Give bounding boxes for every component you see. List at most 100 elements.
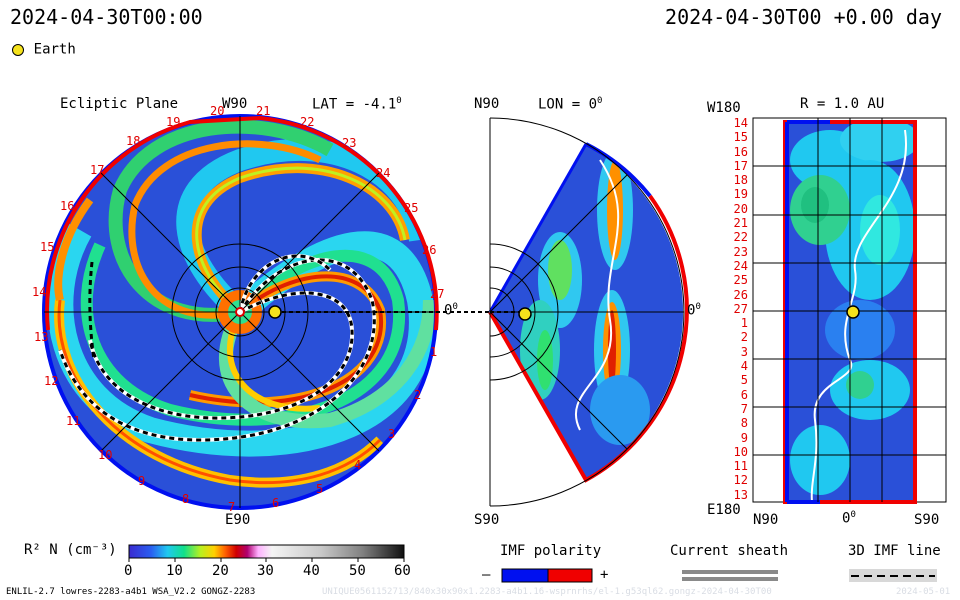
rot-label: 17 (733, 158, 748, 173)
rot-label: 9 (740, 430, 748, 445)
tick-20: 20 (210, 104, 225, 118)
synoptic-x-label-s90: S90 (914, 512, 940, 528)
rot-label: 16 (733, 144, 748, 159)
imf-polarity-bar (501, 568, 593, 583)
synoptic-panel (752, 117, 947, 504)
rot-label: 14 (733, 116, 748, 130)
earth-label: Earth (33, 41, 76, 58)
rot-label: 19 (733, 187, 748, 202)
rot-label: 25 (733, 273, 748, 288)
meridional-bottom-label: S90 (474, 512, 500, 528)
tick-23: 23 (342, 136, 357, 150)
rot-label: 5 (740, 373, 748, 388)
rot-label: 26 (733, 287, 748, 302)
imf-polarity-minus: – (482, 567, 491, 583)
colorbar-tick-60: 60 (394, 563, 411, 579)
meridional-plane-panel (488, 117, 689, 507)
tick-10: 10 (98, 448, 113, 462)
earth-marker-meridional (518, 307, 532, 321)
rot-label: 7 (740, 401, 748, 416)
earth-legend: Earth (12, 39, 76, 58)
imf-line-label: 3D IMF line (848, 543, 941, 559)
right-datetime: 2024-04-30T00 +0.00 day (665, 5, 942, 29)
synoptic-rotation-labels: 14 15 16 17 18 19 20 21 22 23 24 25 26 2… (722, 116, 748, 502)
tick-19: 19 (166, 115, 181, 129)
tick-9: 9 (138, 474, 146, 488)
ecliptic-plane-panel (42, 114, 439, 510)
colorbar-tick-50: 50 (349, 563, 366, 579)
tick-15: 15 (40, 240, 55, 254)
imf-polarity-plus: + (600, 567, 609, 583)
colorbar-tick-0: 0 (124, 563, 133, 579)
sun-marker (235, 307, 245, 317)
tick-3: 3 (388, 427, 396, 441)
tick-8: 8 (182, 492, 190, 506)
earth-marker-ecliptic (268, 305, 282, 319)
current-sheath-swatch (682, 570, 778, 581)
tick-4: 4 (354, 458, 362, 472)
rot-label: 11 (733, 459, 748, 474)
synoptic-bottom-left-label: E180 (707, 502, 741, 518)
synoptic-x-label-n90: N90 (753, 512, 779, 528)
rot-label: 12 (733, 473, 748, 488)
colorbar-tick-20: 20 (212, 563, 229, 579)
rot-label: 8 (740, 416, 748, 431)
rot-label: 3 (740, 344, 748, 359)
meridional-top-label: N90 (474, 96, 500, 112)
tick-16: 16 (60, 199, 75, 213)
imf-line-swatch (849, 569, 937, 582)
rot-label: 1 (740, 316, 748, 331)
tick-5: 5 (316, 482, 324, 496)
watermark: UNIQUE0561152713/840x30x90x1.2283-a4b1.1… (322, 587, 772, 597)
ecliptic-bottom-label: E90 (225, 512, 251, 528)
tick-26: 26 (422, 243, 437, 257)
rot-label: 10 (733, 444, 748, 459)
rot-label: 22 (733, 230, 748, 245)
imf-polarity-label: IMF polarity (500, 543, 602, 559)
tick-1: 1 (430, 345, 438, 359)
colorbar-tick-40: 40 (303, 563, 320, 579)
density-colorbar (128, 544, 405, 562)
rot-label: 4 (740, 359, 748, 374)
synoptic-top-left-label: W180 (707, 100, 741, 116)
tick-22: 22 (300, 115, 315, 129)
tick-13: 13 (34, 330, 49, 344)
current-sheath-label: Current sheath (670, 543, 789, 559)
tick-7: 7 (228, 500, 236, 514)
synoptic-x-label-0: 00 (842, 510, 856, 527)
tick-6: 6 (272, 496, 280, 510)
tick-24: 24 (376, 166, 391, 180)
rot-label: 2 (740, 330, 748, 345)
tick-18: 18 (126, 134, 141, 148)
ecliptic-right-label: 00 (444, 302, 458, 319)
earth-icon (12, 43, 24, 56)
meridional-right-label: 00 (687, 302, 701, 319)
colorbar-label: R² N (cm⁻³) (24, 542, 117, 558)
tick-21: 21 (256, 104, 271, 118)
tick-17: 17 (90, 163, 105, 177)
rot-label: 15 (733, 130, 748, 145)
ecliptic-lat-label: LAT = -4.10 (312, 96, 402, 113)
rot-label: 13 (733, 487, 748, 502)
model-info: ENLIL-2.7 lowres-2283-a4b1 WSA_V2.2 GONG… (6, 587, 256, 597)
rot-label: 24 (733, 258, 748, 273)
rot-label: 23 (733, 244, 748, 259)
meridional-lon-label: LON = 00 (538, 96, 603, 113)
synoptic-title: R = 1.0 AU (800, 96, 885, 112)
tick-11: 11 (66, 414, 81, 428)
tick-12: 12 (44, 374, 59, 388)
left-datetime: 2024-04-30T00:00 (10, 5, 203, 29)
tick-27: 27 (430, 287, 445, 301)
earth-marker-synoptic (846, 305, 860, 319)
rot-label: 20 (733, 201, 748, 216)
colorbar-tick-30: 30 (257, 563, 274, 579)
rot-label: 21 (733, 216, 748, 231)
rot-label: 27 (733, 301, 748, 316)
tick-2: 2 (414, 388, 422, 402)
tick-14: 14 (32, 285, 47, 299)
ecliptic-title: Ecliptic Plane (60, 96, 179, 112)
rot-label: 6 (740, 387, 748, 402)
tick-25: 25 (404, 201, 419, 215)
rot-label: 18 (733, 173, 748, 188)
